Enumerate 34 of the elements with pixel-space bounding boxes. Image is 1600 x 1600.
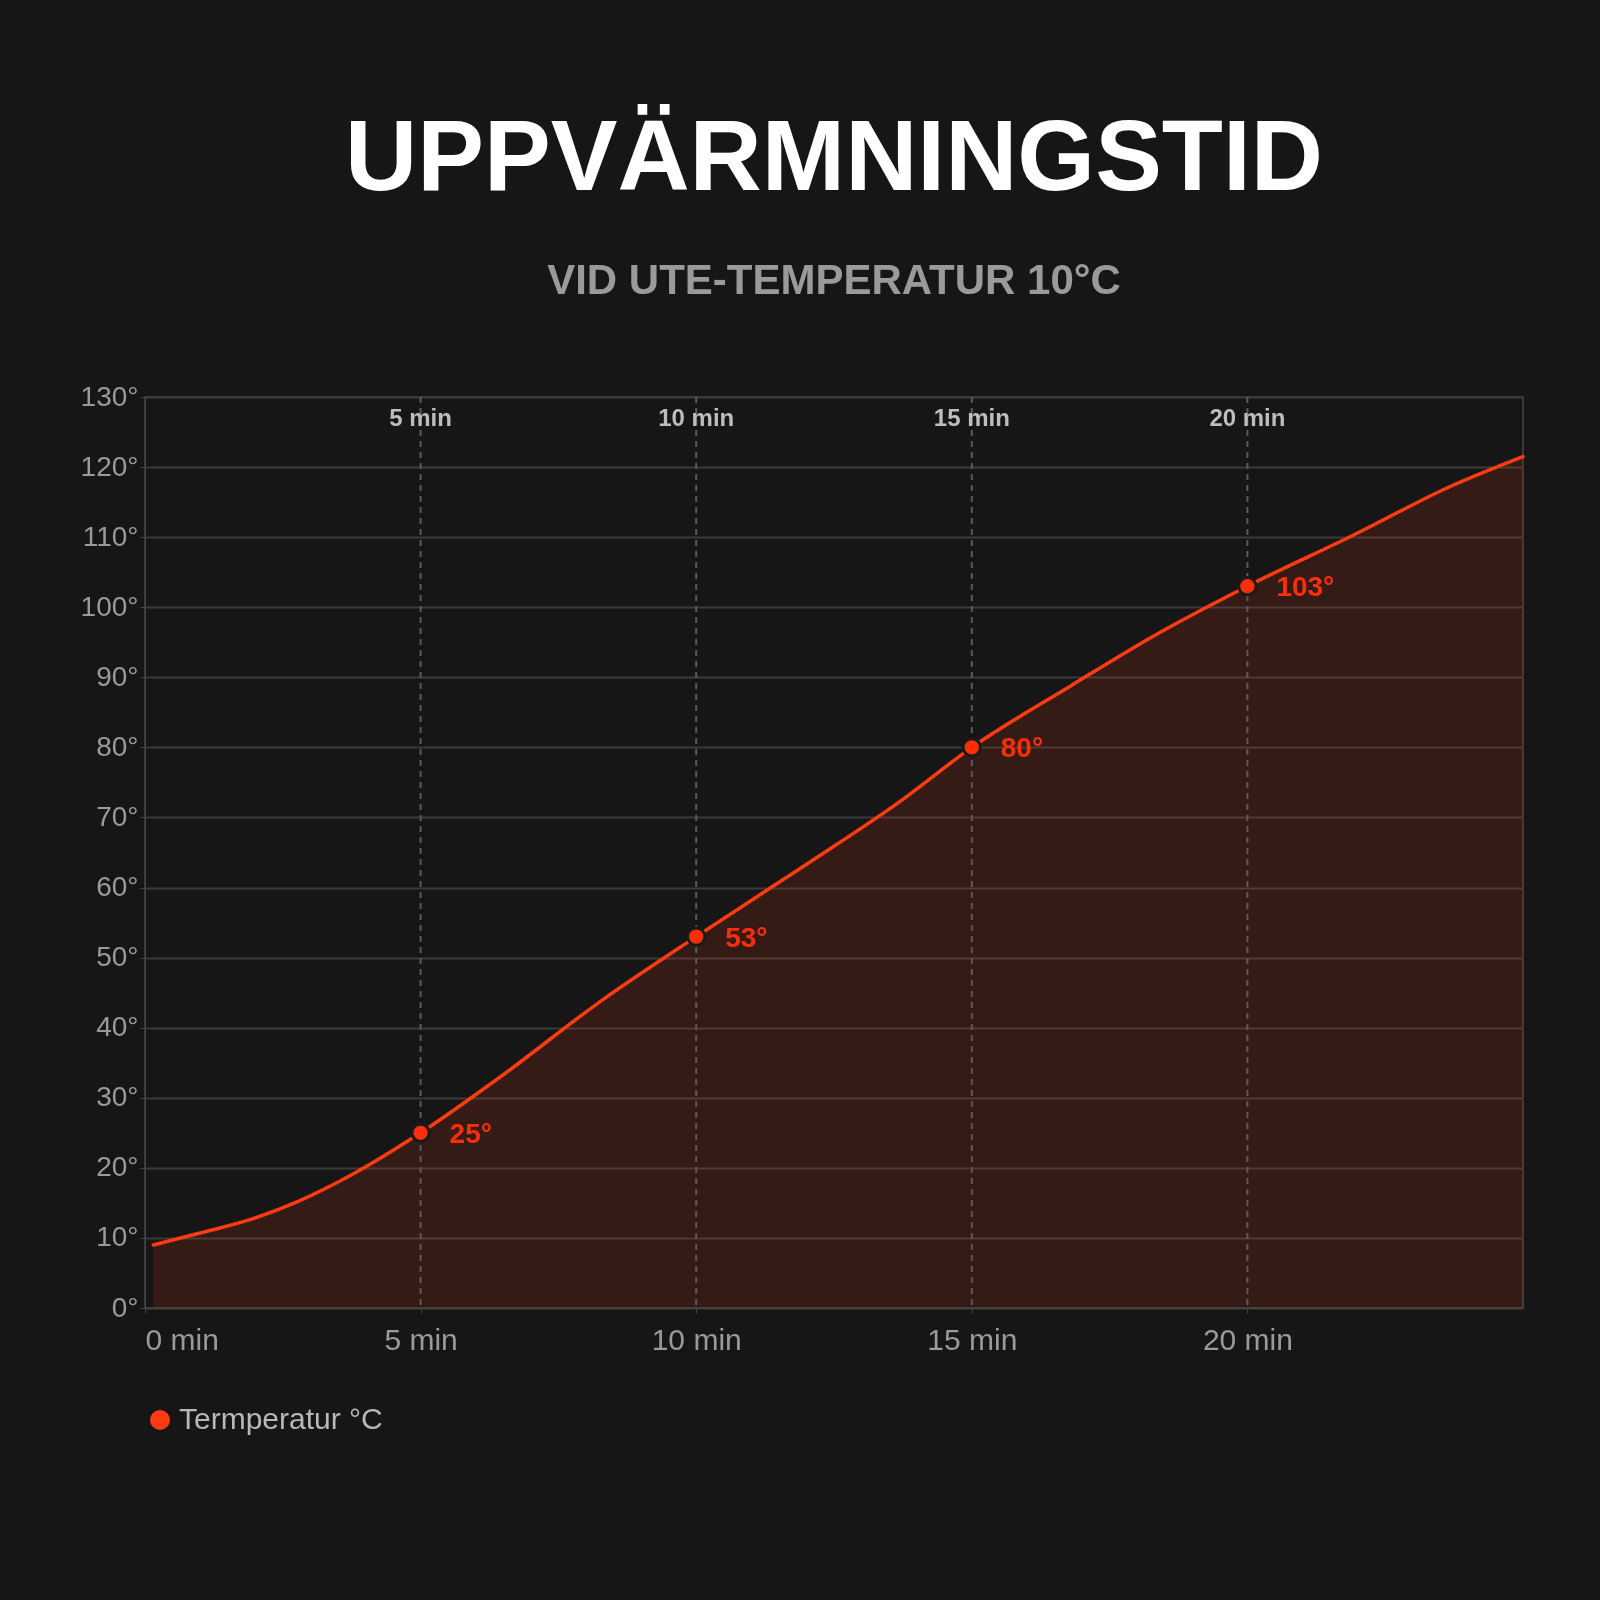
chart-title: UPPVÄRMNINGSTID [345, 99, 1323, 211]
y-tick-label: 70° [96, 800, 139, 832]
data-label: 80° [1000, 732, 1044, 764]
chart-subtitle: VID UTE-TEMPERATUR 10°C [547, 256, 1121, 303]
y-tick-label: 120° [80, 450, 139, 482]
x-tick-label: 20 min [1202, 1322, 1293, 1356]
ref-line-label: 15 min [933, 404, 1010, 431]
y-tick-label: 10° [96, 1221, 139, 1253]
x-tick-label: 10 min [651, 1322, 742, 1356]
point [686, 926, 707, 947]
data-label: 103° [1276, 571, 1335, 603]
ref-line-label: 20 min [1209, 404, 1286, 431]
point [1237, 576, 1258, 597]
y-tick-label: 130° [80, 380, 139, 412]
y-tick-label: 60° [96, 871, 139, 903]
legend-label: Termperatur °C [179, 1402, 383, 1435]
data-label: 53° [725, 921, 768, 953]
y-tick-label: 20° [96, 1151, 139, 1183]
point [961, 737, 982, 758]
point [410, 1122, 431, 1143]
ref-line-label: 10 min [658, 404, 735, 431]
y-tick-label: 50° [96, 941, 139, 973]
x-tick-label: 15 min [927, 1322, 1018, 1356]
x-tick-label: 5 min [384, 1322, 458, 1356]
y-tick-label: 40° [96, 1011, 139, 1043]
data-label: 25° [449, 1117, 492, 1149]
ref-line-label: 5 min [389, 404, 452, 431]
y-tick-label: 80° [96, 730, 139, 762]
y-tick-label: 100° [80, 590, 139, 622]
y-tick-label: 0° [111, 1291, 139, 1323]
x-tick-label: 0 min [145, 1322, 219, 1356]
y-tick-label: 110° [82, 520, 139, 552]
y-tick-label: 30° [96, 1081, 139, 1113]
y-tick-label: 90° [96, 660, 139, 692]
